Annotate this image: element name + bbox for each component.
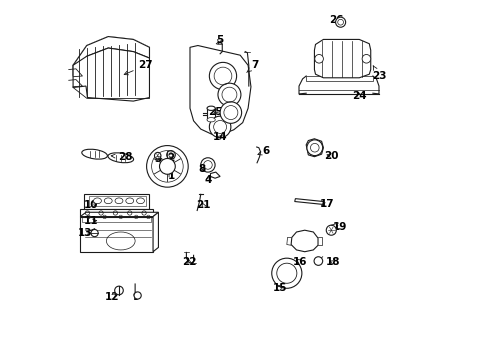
Text: 27: 27 — [124, 60, 153, 75]
Text: 15: 15 — [272, 283, 286, 293]
Text: 9: 9 — [132, 292, 140, 302]
Text: 1: 1 — [167, 171, 174, 181]
Text: 23: 23 — [371, 66, 386, 81]
Polygon shape — [190, 45, 250, 134]
Circle shape — [218, 83, 241, 106]
Text: 5: 5 — [215, 35, 223, 45]
Circle shape — [325, 225, 336, 235]
Text: 4: 4 — [204, 175, 211, 185]
Polygon shape — [210, 172, 220, 178]
Ellipse shape — [136, 198, 144, 204]
Circle shape — [201, 158, 215, 172]
Circle shape — [115, 286, 123, 295]
Ellipse shape — [206, 106, 215, 111]
Circle shape — [306, 140, 322, 156]
Circle shape — [314, 54, 323, 63]
Text: 18: 18 — [325, 257, 340, 267]
Circle shape — [362, 54, 370, 63]
Polygon shape — [83, 194, 149, 209]
Polygon shape — [80, 210, 153, 217]
Text: 6: 6 — [257, 146, 269, 156]
Ellipse shape — [108, 153, 133, 163]
Circle shape — [313, 257, 322, 265]
Circle shape — [220, 102, 241, 123]
Text: 25: 25 — [208, 107, 223, 117]
Text: 26: 26 — [328, 15, 343, 26]
Text: 2: 2 — [167, 153, 174, 163]
Polygon shape — [73, 37, 149, 75]
Text: 16: 16 — [292, 257, 306, 267]
Circle shape — [134, 292, 141, 299]
Polygon shape — [206, 108, 215, 120]
Polygon shape — [153, 212, 158, 252]
Text: 14: 14 — [212, 132, 227, 142]
Polygon shape — [305, 139, 323, 157]
Polygon shape — [314, 40, 370, 78]
Circle shape — [146, 145, 188, 187]
Circle shape — [91, 229, 98, 237]
Circle shape — [335, 17, 345, 27]
Text: 10: 10 — [83, 200, 98, 210]
Text: 17: 17 — [319, 199, 334, 210]
Ellipse shape — [104, 198, 112, 204]
Text: 13: 13 — [78, 228, 92, 238]
Circle shape — [154, 152, 161, 159]
Circle shape — [209, 62, 236, 90]
Text: 21: 21 — [196, 200, 210, 210]
Text: 12: 12 — [105, 292, 120, 302]
Polygon shape — [73, 37, 149, 75]
Polygon shape — [73, 48, 149, 101]
Ellipse shape — [81, 149, 107, 159]
Polygon shape — [80, 212, 158, 217]
Text: 3: 3 — [155, 154, 162, 164]
Ellipse shape — [206, 118, 215, 122]
Ellipse shape — [115, 198, 122, 204]
Circle shape — [271, 258, 301, 288]
Polygon shape — [290, 230, 317, 252]
Text: 7: 7 — [246, 60, 259, 72]
Text: 20: 20 — [324, 150, 338, 161]
Circle shape — [159, 158, 175, 174]
Text: 19: 19 — [332, 222, 346, 231]
Text: 22: 22 — [182, 257, 196, 267]
Text: 28: 28 — [111, 152, 132, 162]
Polygon shape — [305, 76, 372, 81]
Text: 11: 11 — [83, 216, 98, 226]
Circle shape — [209, 116, 230, 138]
Text: 24: 24 — [351, 91, 366, 101]
Polygon shape — [80, 217, 153, 252]
Circle shape — [166, 150, 175, 159]
Ellipse shape — [93, 198, 101, 204]
Text: 8: 8 — [198, 164, 205, 174]
Ellipse shape — [125, 198, 133, 204]
Polygon shape — [294, 199, 323, 204]
Ellipse shape — [106, 232, 135, 250]
